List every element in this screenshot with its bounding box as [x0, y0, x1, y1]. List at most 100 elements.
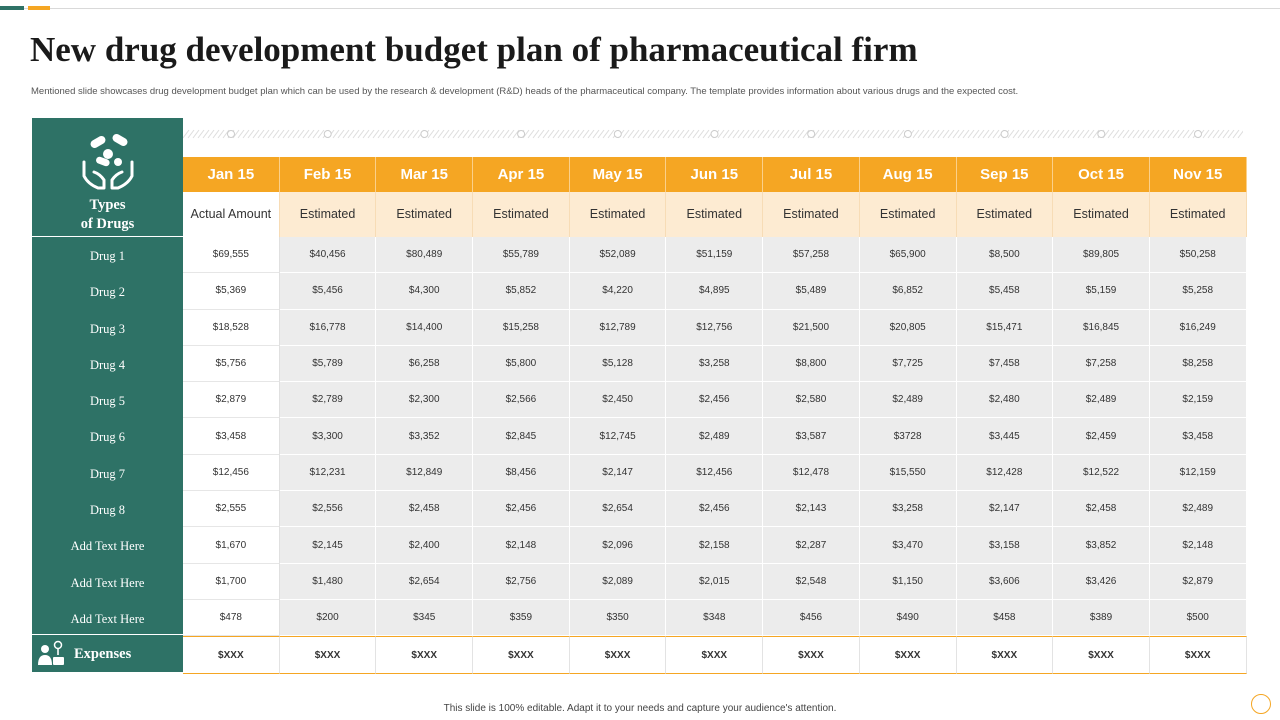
value-cell: $89,805 [1053, 237, 1150, 274]
value-cell: $2,756 [473, 563, 570, 600]
timeline-node [1194, 130, 1202, 138]
value-cell: $52,089 [569, 237, 667, 274]
timeline-hatch [972, 129, 980, 139]
timeline-hatch [457, 129, 465, 139]
expense-cell: $XXX [859, 636, 957, 675]
value-cell: $1,670 [183, 527, 280, 564]
table-row: $2,879 $2,789 $2,300 $2,566 $2,450 $2,456 $2,5… [183, 382, 1247, 419]
timeline-hatch [832, 129, 840, 139]
timeline-hatch [772, 129, 780, 139]
timeline-hatch [487, 129, 495, 139]
timeline-hatch [472, 129, 480, 139]
value-cell: $2,287 [763, 527, 860, 564]
value-cell: $348 [666, 599, 764, 637]
value-cell: $5,258 [1149, 273, 1247, 310]
accent-bar-orange [28, 6, 50, 10]
timeline-hatch [607, 129, 615, 139]
timeline-hatch [1027, 129, 1035, 139]
value-cell: $18,528 [183, 309, 280, 346]
timeline-node [613, 130, 622, 138]
timeline-hatch [267, 129, 275, 139]
value-cell: $350 [569, 599, 667, 637]
amount-type-cell: Estimated [859, 192, 957, 237]
timeline-hatch [917, 129, 925, 139]
timeline-hatch [852, 129, 860, 139]
timeline-hatch [262, 129, 270, 139]
timeline-hatch [272, 129, 280, 139]
expense-cell: $XXX [666, 636, 764, 675]
timeline-hatch [662, 129, 670, 139]
value-cell: $2,789 [279, 382, 377, 419]
timeline-hatch [1122, 129, 1130, 139]
timeline-hatch [957, 129, 965, 139]
value-cell: $8,258 [1149, 345, 1247, 383]
expenses-label: Expenses [74, 646, 132, 662]
value-cell: $478 [183, 599, 280, 637]
value-cell: $3,158 [956, 527, 1054, 564]
value-cell: $7,258 [1053, 345, 1150, 383]
value-cell: $2,879 [183, 382, 280, 419]
value-cell: $12,849 [376, 454, 474, 492]
timeline-hatch [442, 129, 450, 139]
timeline-hatch [357, 129, 365, 139]
timeline-hatch [1142, 129, 1150, 139]
value-cell: $12,745 [569, 418, 667, 455]
timeline-hatch [282, 129, 290, 139]
timeline-hatch [1157, 129, 1165, 139]
month-header: Apr 15 [473, 157, 570, 192]
timeline-node [710, 130, 719, 138]
timeline-hatch [567, 129, 575, 139]
timeline-hatch [197, 129, 205, 139]
timeline-hatch [342, 129, 350, 139]
timeline-hatch [292, 129, 300, 139]
timeline-hatch [1167, 129, 1175, 139]
timeline-hatch [967, 129, 975, 139]
value-cell: $2,458 [1053, 491, 1150, 528]
timeline-hatch [732, 129, 740, 139]
value-cell: $3,258 [666, 345, 764, 383]
row-label: Add Text Here [70, 539, 145, 554]
value-cell: $1,700 [183, 563, 280, 600]
timeline-hatch [437, 129, 445, 139]
value-cell: $51,159 [666, 237, 764, 274]
value-cell: $80,489 [376, 237, 474, 274]
value-cell: $2,147 [569, 454, 667, 492]
timeline-node [420, 130, 429, 138]
timeline-hatch [562, 129, 570, 139]
timeline-hatch [942, 129, 950, 139]
timeline-hatch [312, 129, 320, 139]
timeline-hatch [307, 129, 315, 139]
timeline-hatch [467, 129, 475, 139]
timeline-hatch [822, 129, 830, 139]
timeline-hatch [757, 129, 765, 139]
row-label: Drug 3 [89, 321, 126, 336]
expense-cell: $XXX [1149, 636, 1247, 675]
value-cell: $2,489 [666, 418, 764, 455]
timeline-hatch [782, 129, 790, 139]
timeline-hatch [1182, 129, 1190, 139]
timeline-hatch [347, 129, 355, 139]
timeline-hatch [1232, 129, 1240, 139]
month-header: Jul 15 [763, 157, 860, 192]
expenses-header: Expenses [32, 634, 183, 672]
timeline-hatch [692, 129, 700, 139]
value-cell: $15,258 [473, 309, 570, 346]
timeline-hatch [287, 129, 295, 139]
person-money-icon [38, 640, 64, 665]
footer-note: This slide is 100% editable. Adapt it to… [443, 703, 837, 714]
value-cell: $65,900 [859, 237, 957, 274]
timeline-hatch [1012, 129, 1020, 139]
value-cell: $5,789 [279, 345, 377, 383]
expense-cell: $XXX [956, 636, 1054, 675]
timeline-hatch [332, 129, 340, 139]
value-cell: $2,845 [473, 418, 570, 455]
timeline-hatch [1177, 129, 1185, 139]
timeline-hatch [762, 129, 770, 139]
value-cell: $2,654 [376, 563, 474, 600]
timeline-hatch [492, 129, 500, 139]
value-cell: $2,456 [473, 491, 570, 528]
row-label: Add Text Here [70, 575, 145, 590]
accent-bar-teal [0, 6, 24, 10]
value-cell: $3,445 [956, 418, 1054, 455]
timeline-hatch [842, 129, 850, 139]
